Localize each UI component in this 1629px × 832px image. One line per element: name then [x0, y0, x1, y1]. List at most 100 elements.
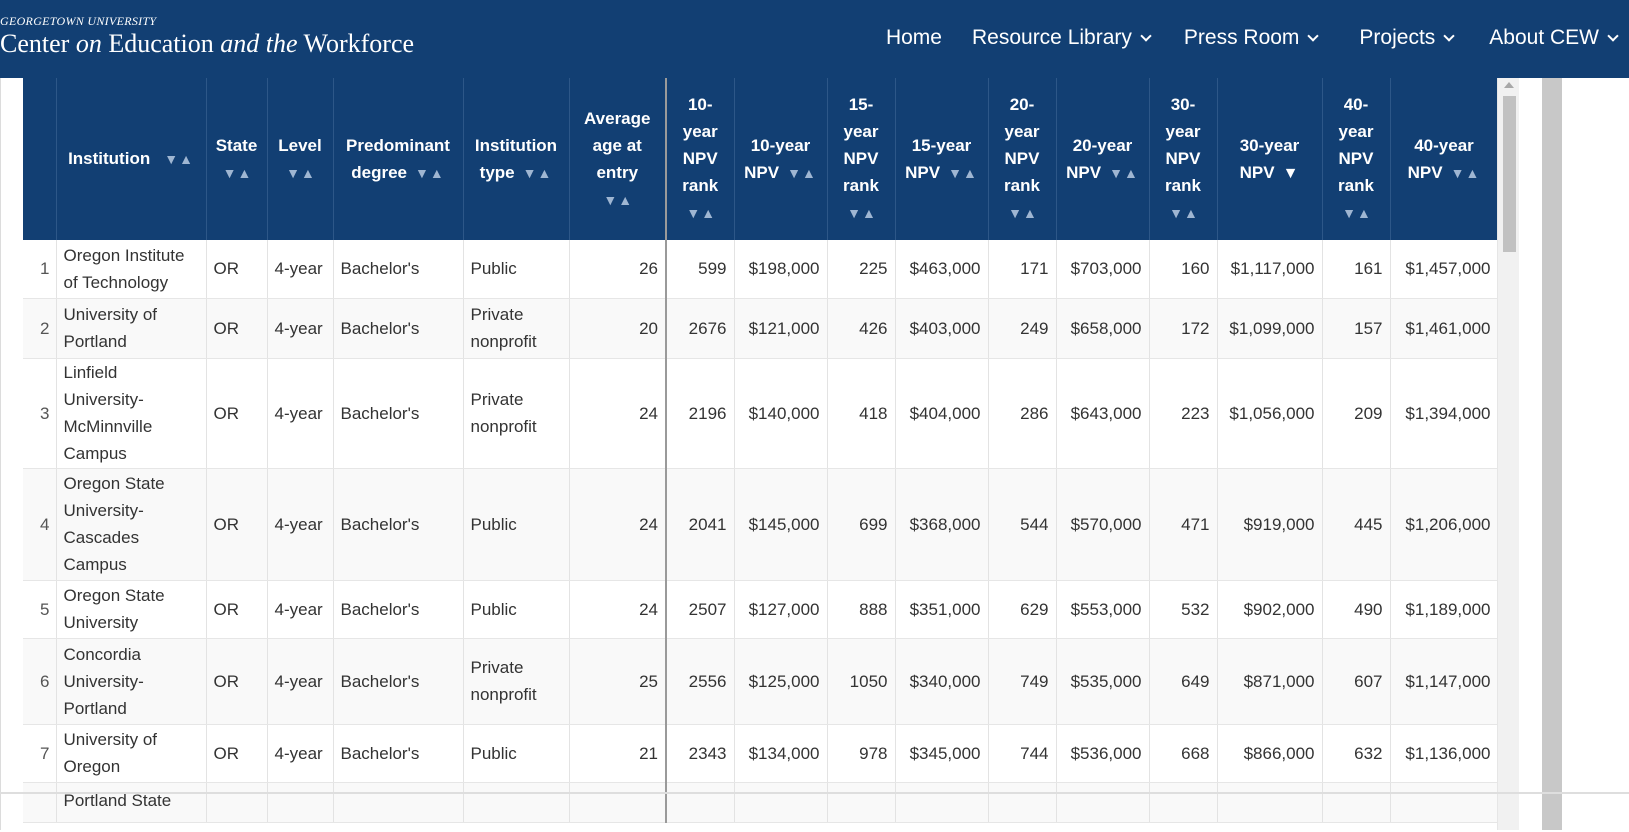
column-header-label: 30-year NPV: [1239, 135, 1300, 182]
sort-toggle-icon[interactable]: ▼▲: [1169, 205, 1199, 221]
cell-n10: $198,000: [734, 240, 828, 299]
cell-r15: 699: [827, 468, 896, 581]
column-header-r10[interactable]: 10-year NPV rank ▼▲: [666, 78, 735, 240]
column-header-n30[interactable]: 30-year NPV ▼: [1217, 78, 1323, 240]
sort-desc-icon[interactable]: ▼: [1282, 164, 1300, 182]
cell-state: [206, 782, 268, 823]
viewport-bottom-border: [0, 792, 1629, 794]
cell-r40: 161: [1322, 240, 1391, 299]
column-header-type[interactable]: Institution type ▼▲: [463, 78, 570, 240]
cell-n10: $140,000: [734, 358, 828, 469]
scroll-up-arrow-icon[interactable]: [1504, 82, 1514, 88]
column-header-n40[interactable]: 40-year NPV ▼▲: [1390, 78, 1499, 240]
column-header-r30[interactable]: 30-year NPV rank ▼▲: [1149, 78, 1218, 240]
cell-r40: 445: [1322, 468, 1391, 581]
cell-n10: $134,000: [734, 724, 828, 783]
cell-n40: $1,206,000: [1390, 468, 1499, 581]
nav-home[interactable]: Home: [886, 26, 942, 50]
sort-toggle-icon[interactable]: ▼▲: [1342, 205, 1372, 221]
sort-toggle-icon[interactable]: ▼▲: [415, 164, 445, 181]
column-header-label: Predominant degree: [346, 135, 450, 182]
column-header-degree[interactable]: Predominant degree ▼▲: [333, 78, 464, 240]
cell-r30: [1149, 782, 1218, 823]
sort-toggle-icon[interactable]: ▼▲: [686, 205, 717, 221]
cell-level: 4-year: [267, 358, 334, 469]
cell-n40: $1,147,000: [1390, 638, 1499, 725]
sort-toggle-icon[interactable]: ▼▲: [1008, 205, 1038, 221]
column-header-r40[interactable]: 40-year NPV rank ▼▲: [1322, 78, 1391, 240]
cell-n10: $127,000: [734, 580, 828, 639]
page-margin: [1562, 78, 1629, 830]
column-header-level[interactable]: Level ▼▲: [267, 78, 334, 240]
cell-r30: 223: [1149, 358, 1218, 469]
cell-r15: 1050: [827, 638, 896, 725]
table-row: 5 Oregon State University OR 4-year Bachelor…: [23, 580, 1499, 639]
logo-word: Education: [108, 29, 214, 58]
table-row: 7 University of Oregon OR 4-year Bachelor's P…: [23, 724, 1499, 783]
cell-n15: $340,000: [895, 638, 989, 725]
column-header-r20[interactable]: 20-year NPV rank ▼▲: [988, 78, 1057, 240]
cell-level: 4-year: [267, 298, 334, 359]
chevron-down-icon: [1140, 29, 1152, 42]
sort-toggle-icon[interactable]: ▼▲: [1450, 164, 1481, 181]
column-header-label: 40-year NPV rank: [1338, 95, 1374, 195]
nav-label: Projects: [1359, 26, 1436, 49]
column-header-label: State: [215, 135, 258, 155]
cell-n30: $902,000: [1217, 580, 1323, 639]
cell-n30: $1,117,000: [1217, 240, 1323, 299]
column-header-label: 15-year NPV: [905, 135, 972, 182]
cell-r10: 2507: [666, 580, 735, 639]
column-header-r15[interactable]: 15-year NPV rank ▼▲: [827, 78, 896, 240]
cell-r10: [666, 782, 735, 823]
cell-type: Public: [463, 724, 570, 783]
column-header-label: 15-year NPV rank: [843, 95, 879, 195]
nav-projects[interactable]: Projects: [1359, 26, 1455, 50]
nav-press-room[interactable]: Press Room: [1184, 26, 1320, 50]
table-viewport: Institution ▼▲ State ▼▲ Level ▼▲ Predominant d…: [0, 78, 1629, 830]
column-header-state[interactable]: State ▼▲: [206, 78, 268, 240]
nav-resource-library[interactable]: Resource Library: [972, 26, 1152, 50]
column-header-age[interactable]: Average age at entry ▼▲: [569, 78, 667, 240]
cell-type: Public: [463, 580, 570, 639]
sort-toggle-icon[interactable]: ▼▲: [847, 205, 877, 221]
column-header-n10[interactable]: 10-year NPV ▼▲: [734, 78, 828, 240]
page-scrollbar[interactable]: [1542, 78, 1562, 830]
site-logo[interactable]: GEORGETOWN UNIVERSITY Center on Educatio…: [0, 14, 414, 60]
sort-toggle-icon[interactable]: ▼▲: [603, 191, 634, 208]
chevron-down-icon: [1307, 29, 1320, 42]
column-header-n15[interactable]: 15-year NPV ▼▲: [895, 78, 989, 240]
sort-toggle-icon[interactable]: ▼▲: [522, 164, 553, 181]
column-header-n20[interactable]: 20-year NPV ▼▲: [1056, 78, 1150, 240]
cell-r10: 599: [666, 240, 735, 299]
cell-n40: $1,136,000: [1390, 724, 1499, 783]
column-header-label: 20-year NPV rank: [1004, 95, 1040, 195]
cell-type: [463, 782, 570, 823]
cell-state: OR: [206, 358, 268, 469]
cell-state: OR: [206, 240, 268, 299]
cell-n30: [1217, 782, 1323, 823]
cell-r30: 668: [1149, 724, 1218, 783]
nav-about-cew[interactable]: About CEW: [1489, 26, 1619, 50]
cell-r10: 2041: [666, 468, 735, 581]
cell-n15: $351,000: [895, 580, 989, 639]
site-header: GEORGETOWN UNIVERSITY Center on Educatio…: [0, 0, 1629, 78]
column-header-label: Institution: [68, 149, 151, 168]
main-nav: Home Resource Library Press Room Project…: [886, 22, 1629, 54]
cell-n10: $145,000: [734, 468, 828, 581]
sort-toggle-icon[interactable]: ▼▲: [948, 164, 978, 181]
cell-r40: 607: [1322, 638, 1391, 725]
cell-institution: Oregon State University-Cascades Campus: [56, 468, 207, 581]
cell-state: OR: [206, 724, 268, 783]
sort-toggle-icon[interactable]: ▼▲: [787, 164, 817, 181]
column-header-institution[interactable]: Institution ▼▲: [56, 78, 207, 240]
cell-age: 26: [569, 240, 667, 299]
table-left-border: [0, 78, 1, 830]
sort-toggle-icon[interactable]: ▼▲: [222, 164, 253, 181]
sort-toggle-icon[interactable]: ▼▲: [164, 151, 194, 167]
scroll-thumb[interactable]: [1503, 96, 1516, 252]
cell-degree: Bachelor's: [333, 468, 464, 581]
table-scrollbar[interactable]: [1497, 78, 1519, 830]
cell-r40: 632: [1322, 724, 1391, 783]
sort-toggle-icon[interactable]: ▼▲: [286, 164, 316, 181]
sort-toggle-icon[interactable]: ▼▲: [1109, 164, 1139, 181]
